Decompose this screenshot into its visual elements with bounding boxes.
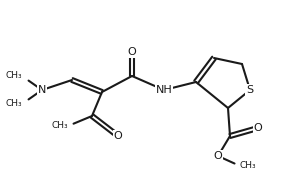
Text: O: O	[114, 131, 122, 141]
Text: CH₃: CH₃	[5, 71, 22, 80]
Text: N: N	[38, 85, 46, 95]
Text: O: O	[214, 151, 222, 161]
Text: CH₃: CH₃	[240, 162, 257, 171]
Text: NH: NH	[156, 85, 172, 95]
Text: O: O	[254, 123, 262, 133]
Text: S: S	[246, 85, 254, 95]
Text: CH₃: CH₃	[51, 121, 68, 130]
Text: CH₃: CH₃	[5, 99, 22, 108]
Text: O: O	[128, 47, 137, 57]
